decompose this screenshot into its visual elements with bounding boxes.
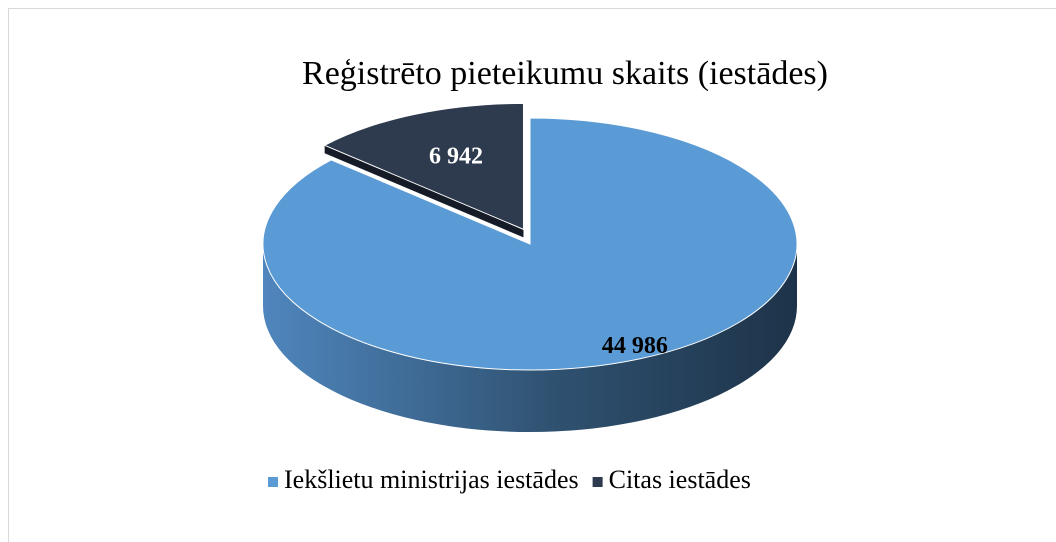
legend-swatch	[268, 477, 278, 487]
legend-swatch	[592, 477, 603, 487]
pie-slice	[262, 117, 798, 371]
legend-label: Iekšlietu ministrijas iestādes	[284, 465, 579, 494]
data-label: 44 986	[602, 333, 668, 359]
pie-cut-face	[324, 145, 524, 238]
legend-label: Citas iestādes	[609, 465, 751, 494]
pie-slice	[323, 102, 524, 231]
chart-title: Reģistrēto pieteikumu skaits (iestādes)	[302, 55, 828, 92]
data-label: 6 942	[429, 144, 483, 170]
pie-side	[263, 244, 797, 432]
